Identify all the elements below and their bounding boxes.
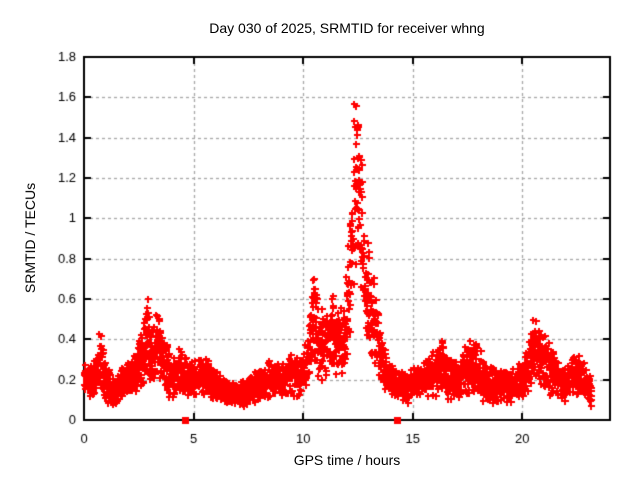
x-axis-label: GPS time / hours <box>293 452 401 468</box>
chart-title: Day 030 of 2025, SRMTID for receiver whn… <box>209 20 485 36</box>
y-axis-label: SRMTID / TECUs <box>22 182 38 294</box>
